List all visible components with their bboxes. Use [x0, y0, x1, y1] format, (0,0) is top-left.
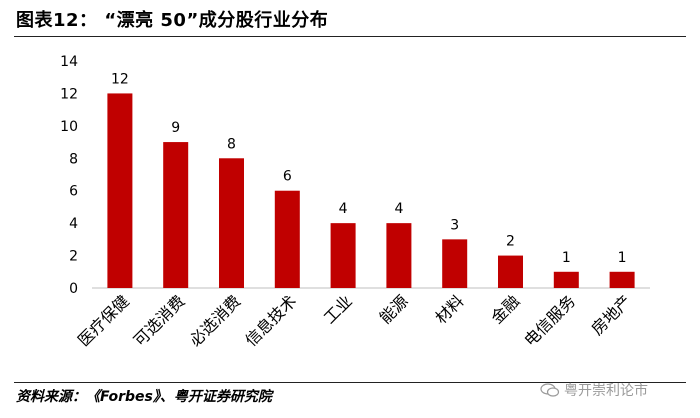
data-label: 4	[394, 201, 403, 217]
data-label: 1	[618, 250, 627, 266]
x-tick-label: 电信服务	[520, 291, 579, 350]
data-label: 2	[506, 234, 515, 250]
source-note: 资料来源：《Forbes》、粤开证券研究院	[16, 389, 272, 405]
data-label: 1	[562, 250, 571, 266]
wechat-icon	[540, 383, 560, 397]
bar	[442, 239, 468, 288]
y-tick-label: 8	[69, 151, 78, 167]
y-tick-label: 12	[60, 86, 78, 102]
bar	[330, 223, 356, 288]
x-tick-label: 房地产	[588, 291, 635, 338]
bar	[274, 190, 300, 288]
x-tick-label: 工业	[320, 291, 356, 327]
y-tick-label: 4	[69, 216, 78, 232]
chart-title: 图表12： “漂亮 50”成分股行业分布	[16, 10, 329, 31]
x-tick-label: 能源	[376, 291, 412, 327]
bar	[107, 93, 133, 288]
y-tick-label: 14	[60, 54, 78, 70]
y-tick-label: 0	[69, 281, 78, 297]
bar-chart: 0 2 4 6 8 10 12 14 12 9 8 6 4 4 3 2 1 1 医疗保健可选消费必选消费信息技术…	[60, 54, 650, 350]
data-label: 6	[283, 169, 292, 185]
footer-divider	[14, 382, 686, 383]
title-divider	[14, 36, 686, 37]
x-tick-label: 必选消费	[186, 291, 245, 350]
bar	[609, 271, 635, 288]
data-label: 12	[111, 71, 129, 87]
watermark: 粤开崇利论市	[540, 380, 648, 400]
data-label: 4	[339, 201, 348, 217]
y-tick-label: 6	[69, 184, 78, 200]
x-tick-label: 材料	[431, 291, 467, 327]
data-label: 9	[171, 120, 180, 136]
data-label: 3	[450, 217, 459, 233]
bar	[386, 223, 412, 288]
y-tick-label: 2	[69, 249, 78, 265]
x-tick-label: 可选消费	[130, 291, 189, 350]
data-label: 8	[227, 136, 236, 152]
y-tick-label: 10	[60, 119, 78, 135]
bar	[219, 158, 244, 288]
bar	[553, 271, 579, 288]
x-tick-label: 信息技术	[241, 291, 300, 350]
watermark-text: 粤开崇利论市	[564, 383, 648, 399]
bar	[163, 142, 189, 288]
x-tick-label: 金融	[487, 291, 523, 327]
x-tick-label: 医疗保健	[74, 291, 133, 350]
bar	[498, 255, 523, 288]
bars-group: 12 9 8 6 4 4 3 2 1 1	[107, 71, 635, 288]
